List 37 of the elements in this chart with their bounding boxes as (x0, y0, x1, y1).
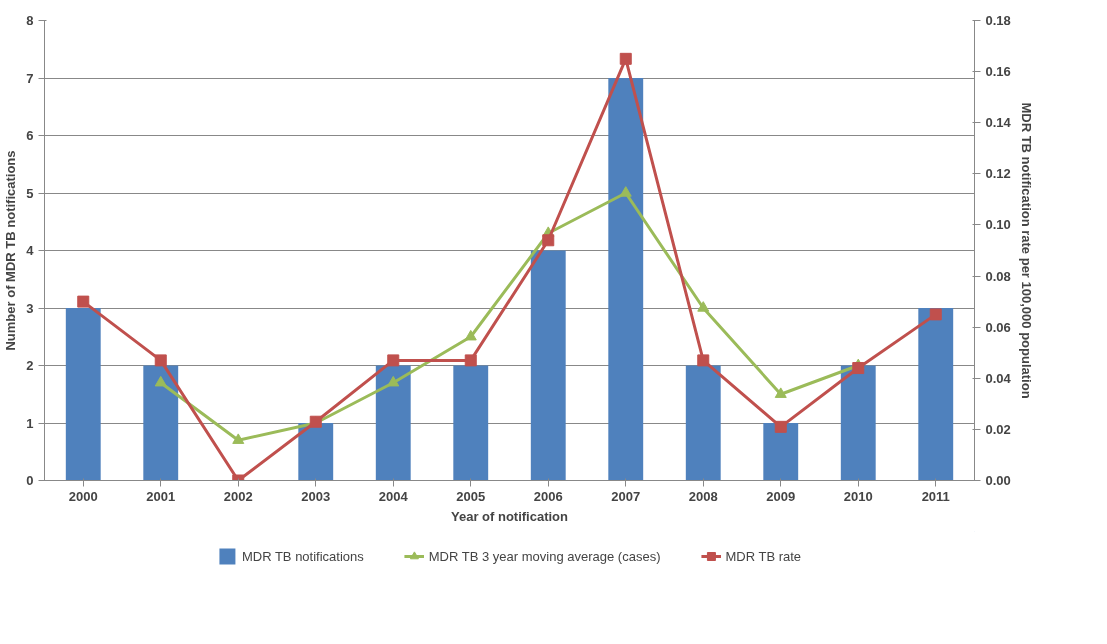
x-tick-label: 2008 (688, 488, 718, 504)
x-tick-label: 2004 (378, 488, 409, 504)
x-tick-label: 2001 (146, 488, 176, 504)
y-tick-label: 8 (26, 13, 34, 28)
y2-tick-label: 0.14 (985, 115, 1012, 131)
x-tick-label: 2006 (533, 488, 563, 504)
y-tick-label: 7 (26, 70, 34, 86)
y2-tick-label: 0.04 (985, 370, 1012, 386)
y-tick-label: 5 (26, 185, 34, 201)
y-tick-label: 2 (26, 358, 34, 373)
y2-tick-label: 0.08 (985, 268, 1011, 284)
x-tick-label: 2011 (921, 488, 950, 504)
y-tick-label: 3 (26, 300, 34, 316)
y2-tick-label: 0.00 (985, 473, 1011, 488)
x-axis-title: Year of notification (450, 508, 569, 524)
y2-tick-label: 0.02 (985, 421, 1011, 437)
y-tick-label: 0 (26, 473, 34, 488)
x-tick-label: 2000 (68, 488, 98, 504)
y2-tick-label: 0.18 (985, 13, 1011, 28)
y2-tick-label: 0.10 (985, 217, 1011, 233)
legend-label: MDR TB 3 year moving average (cases) (428, 548, 661, 564)
x-tick-label: 2002 (223, 488, 253, 504)
y-tick-label: 1 (26, 415, 34, 431)
x-tick-label: 2010 (843, 488, 873, 504)
x-tick-label: 2009 (766, 488, 796, 504)
x-tick-label: 2007 (611, 488, 641, 504)
y2-tick-label: 0.12 (985, 166, 1011, 182)
x-tick-label: 2005 (456, 488, 486, 504)
y2-tick-label: 0.06 (985, 319, 1011, 335)
y2-tick-label: 0.16 (985, 64, 1011, 80)
y-tick-label: 6 (26, 128, 34, 143)
x-tick-label: 2003 (301, 488, 331, 504)
y-axis-title: Number of MDR TB notifications (3, 150, 19, 351)
y2-axis-title: MDR TB notification rate per 100,000 population (1018, 102, 1034, 399)
legend-label: MDR TB rate (725, 548, 802, 564)
legend-label: MDR TB notifications (241, 548, 364, 564)
y-tick-label: 4 (26, 243, 35, 258)
